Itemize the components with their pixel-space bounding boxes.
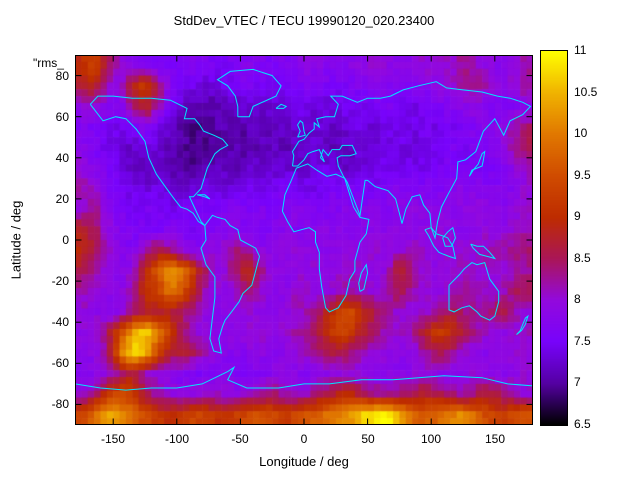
colorbar-tick-label: 7	[574, 375, 581, 389]
colorbar-tick-label: 7.5	[574, 334, 591, 348]
colorbar-tick-label: 9	[574, 209, 581, 223]
y-tick-label: 80	[55, 69, 69, 83]
y-tick-label: 40	[55, 151, 69, 165]
colorbar-tick-label: 10	[574, 126, 588, 140]
coastline	[275, 103, 288, 109]
coastline	[470, 243, 497, 260]
y-tick-label: -60	[51, 356, 69, 370]
y-tick-label: -40	[51, 315, 69, 329]
x-axis-label: Longitude / deg	[259, 454, 349, 469]
colorbar-tick-label: 10.5	[574, 85, 598, 99]
x-tick-label: -50	[231, 432, 249, 446]
x-tick-label: 150	[484, 432, 506, 446]
y-tick-label: -20	[51, 274, 69, 288]
x-tick-label: -100	[164, 432, 190, 446]
coastline	[468, 150, 486, 177]
colorbar-tick-label: 8.5	[574, 251, 591, 265]
x-tick-label: 0	[300, 432, 308, 446]
y-tick-label: 20	[55, 192, 69, 206]
coastline	[196, 194, 211, 200]
colorbar-tick-label: 9.5	[574, 168, 591, 182]
coastline	[281, 163, 370, 313]
x-tick-label: -150	[100, 432, 126, 446]
plot-border	[75, 55, 533, 425]
colorbar-tick-label: 6.5	[574, 417, 591, 431]
coastline	[89, 95, 229, 227]
x-tick-label: 100	[420, 432, 442, 446]
coastline	[442, 226, 456, 247]
colorbar-tick-label: 11	[574, 43, 587, 57]
coastline	[424, 227, 457, 260]
coastline	[200, 214, 261, 354]
y-tick-label: 60	[55, 110, 69, 124]
y-axis-label: Latitude / deg	[8, 200, 24, 280]
coastline	[291, 81, 532, 240]
coastline	[448, 261, 500, 321]
coastline	[216, 68, 282, 118]
y-tick-label: -80	[51, 397, 69, 411]
y-tick-label: 0	[62, 233, 69, 247]
coastline	[75, 365, 533, 391]
x-tick-label: 50	[361, 432, 375, 446]
heatmap-canvas	[75, 55, 533, 425]
coastline-overlay	[75, 55, 533, 425]
coastline	[297, 120, 306, 138]
coastline	[516, 314, 529, 335]
coastline	[358, 263, 369, 292]
chart-title: StdDev_VTEC / TECU 19990120_020.23400	[173, 13, 435, 28]
colorbar-tick-label: 8	[574, 292, 581, 306]
colorbar	[540, 50, 568, 426]
key-label: "rms_	[33, 56, 64, 70]
